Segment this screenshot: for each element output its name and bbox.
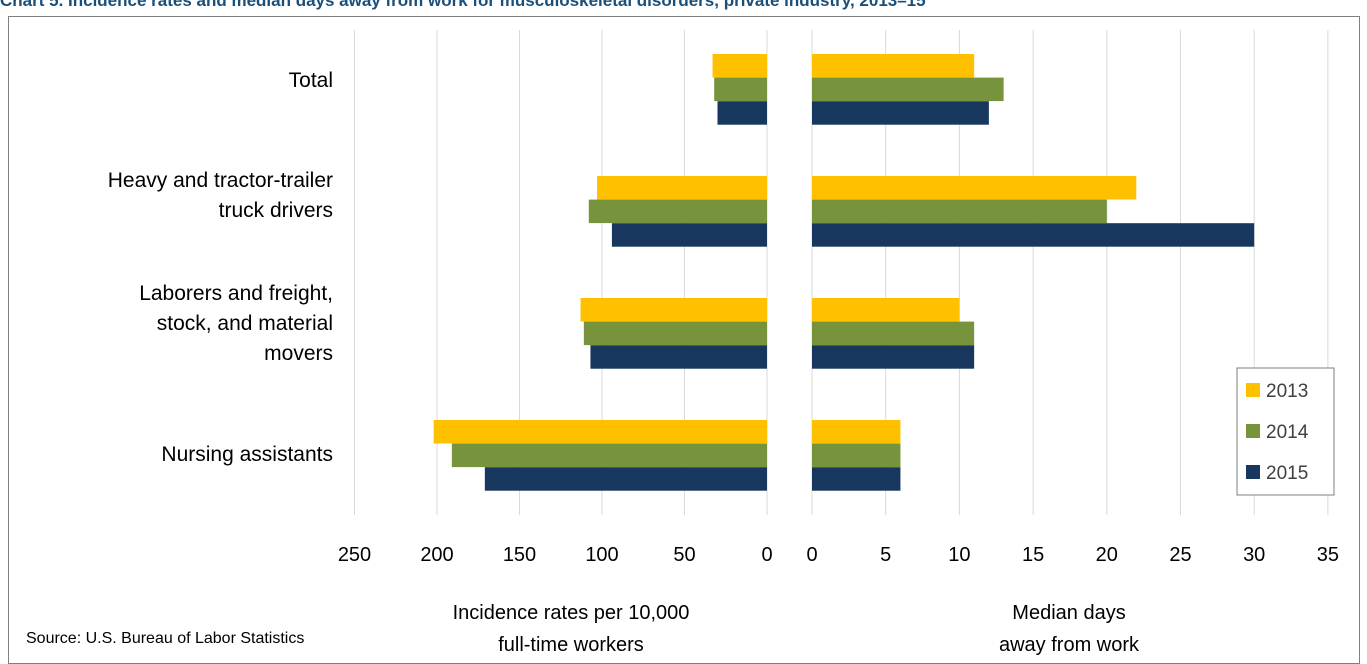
bar-days-2013	[812, 54, 975, 78]
x-axis-title-left: Incidence rates per 10,000 full-time work…	[453, 602, 690, 656]
bar-incidence-2013	[433, 420, 767, 444]
bar-days-2015	[812, 223, 1255, 247]
x-axis-title-left-line: Incidence rates per 10,000	[453, 602, 690, 624]
bar-days-2015	[812, 467, 901, 491]
tick-label-right: 30	[1243, 544, 1265, 566]
category-label-line: movers	[264, 342, 333, 365]
bar-incidence-2014	[583, 321, 767, 346]
bar-days-2013	[812, 176, 1137, 200]
category-label-line: Nursing assistants	[161, 443, 333, 466]
tick-label-right: 10	[948, 544, 970, 566]
tick-label-right: 20	[1096, 544, 1118, 566]
bar-days-2013	[812, 298, 960, 322]
x-axis-title-right-line: Median days	[1012, 602, 1125, 624]
bar-days-2014	[812, 443, 901, 468]
bar-days-2014	[812, 77, 1004, 102]
bar-incidence-2014	[714, 77, 767, 102]
tick-label-left: 200	[420, 544, 453, 566]
category-label: Laborers and freight, stock, and material…	[139, 282, 333, 365]
bar-days-2014	[812, 199, 1107, 224]
x-axis-title-left-line: full-time workers	[498, 634, 644, 656]
category-label: Nursing assistants	[161, 443, 333, 466]
legend-swatch-2014	[1246, 424, 1260, 438]
tick-label-right: 25	[1169, 544, 1191, 566]
category-label-line: Laborers and freight,	[139, 282, 333, 305]
tick-label-left: 100	[585, 544, 618, 566]
labels: 250 200 150 100 50 0 0 5 10 15 20 25 30 35 Total Heavy …	[108, 69, 1339, 656]
bar-incidence-2015	[484, 467, 767, 491]
tick-label-right: 5	[880, 544, 891, 566]
tick-label-right: 15	[1022, 544, 1044, 566]
tick-label-right: 0	[806, 544, 817, 566]
category-label: Total	[289, 69, 333, 92]
bars	[433, 54, 1255, 491]
x-axis-title-right: Median days away from work	[999, 602, 1140, 656]
tick-label-left: 250	[338, 544, 371, 566]
legend: 2013 2014 2015	[1236, 367, 1335, 496]
tick-label-left: 50	[673, 544, 695, 566]
legend-label-2013: 2013	[1266, 381, 1308, 402]
source-note: Source: U.S. Bureau of Labor Statistics	[26, 630, 304, 647]
bar-days-2013	[812, 420, 901, 444]
legend-swatch-2015	[1246, 465, 1260, 479]
bar-days-2015	[812, 345, 975, 369]
tick-label-left: 0	[761, 544, 772, 566]
bar-incidence-2013	[712, 54, 767, 78]
category-label-line: Heavy and tractor-trailer	[108, 169, 333, 192]
bar-incidence-2015	[717, 101, 767, 125]
legend-swatch-2013	[1246, 383, 1260, 397]
category-label-line: Total	[289, 69, 333, 92]
bar-incidence-2013	[597, 176, 767, 200]
category-label: Heavy and tractor-trailer truck drivers	[108, 169, 333, 222]
legend-label-2014: 2014	[1266, 422, 1309, 443]
tick-label-right: 35	[1317, 544, 1339, 566]
bar-incidence-2014	[588, 199, 767, 224]
bar-days-2015	[812, 101, 989, 125]
category-label-line: truck drivers	[219, 199, 333, 222]
bar-incidence-2015	[611, 223, 767, 247]
tick-label-left: 150	[503, 544, 536, 566]
bar-incidence-2015	[590, 345, 767, 369]
category-label-line: stock, and material	[157, 312, 333, 335]
legend-label-2015: 2015	[1266, 463, 1308, 484]
x-axis-title-right-line: away from work	[999, 634, 1140, 656]
bar-days-2014	[812, 321, 975, 346]
bar-incidence-2014	[451, 443, 767, 468]
bar-incidence-2013	[580, 298, 767, 322]
chart-title: Chart 5. Incidence rates and median days…	[0, 0, 926, 10]
